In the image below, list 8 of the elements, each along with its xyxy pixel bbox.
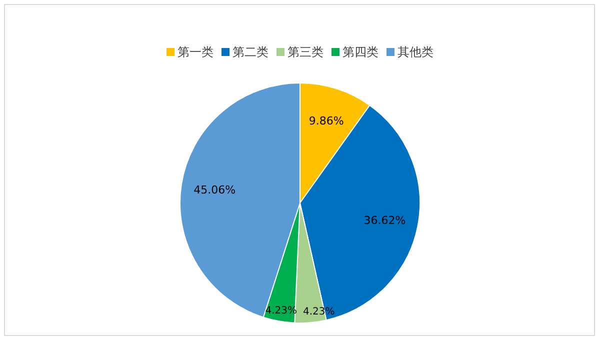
data-label: 45.06% (194, 184, 236, 197)
legend-label: 第二类 (232, 45, 268, 59)
data-label: 36.62% (364, 214, 406, 228)
legend-label: 第三类 (288, 45, 324, 59)
legend-label: 第一类 (178, 45, 214, 59)
legend-label: 第四类 (342, 45, 378, 59)
data-label: 9.86% (308, 114, 344, 128)
legend-label: 其他类 (398, 45, 434, 59)
